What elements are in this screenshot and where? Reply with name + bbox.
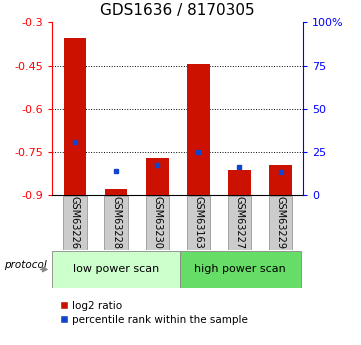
- Text: GSM63229: GSM63229: [275, 196, 286, 249]
- Text: GSM63230: GSM63230: [152, 196, 162, 249]
- Bar: [269, 165, 292, 195]
- Bar: [269, 196, 292, 250]
- Bar: [187, 64, 210, 195]
- Text: GSM63228: GSM63228: [111, 196, 121, 249]
- Bar: [228, 170, 251, 195]
- Text: protocol: protocol: [4, 260, 47, 270]
- Title: GDS1636 / 8170305: GDS1636 / 8170305: [100, 3, 255, 19]
- Bar: [105, 189, 127, 195]
- Text: GSM63163: GSM63163: [193, 197, 203, 249]
- Bar: [104, 196, 128, 250]
- Text: high power scan: high power scan: [193, 265, 285, 274]
- Legend: log2 ratio, percentile rank within the sample: log2 ratio, percentile rank within the s…: [57, 298, 250, 327]
- Bar: [145, 196, 169, 250]
- Bar: [228, 196, 251, 250]
- Text: low power scan: low power scan: [73, 265, 159, 274]
- Bar: [63, 196, 87, 250]
- Bar: [52, 251, 180, 288]
- Bar: [180, 251, 301, 288]
- Text: GSM63226: GSM63226: [70, 196, 80, 249]
- Bar: [64, 38, 86, 195]
- Text: GSM63227: GSM63227: [235, 196, 244, 249]
- Bar: [146, 158, 169, 195]
- Bar: [187, 196, 210, 250]
